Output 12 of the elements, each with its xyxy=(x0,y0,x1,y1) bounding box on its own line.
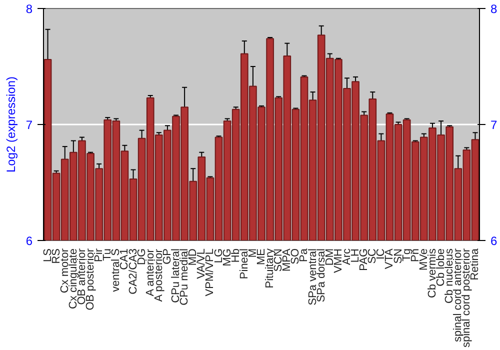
y-tick-label: 6 xyxy=(26,234,33,248)
y2-tick-label: 6 xyxy=(490,234,498,248)
x-tick-label: Tg xyxy=(400,248,413,262)
y-axis-title: Log2 (expression) xyxy=(4,76,18,173)
x-tick-label: A posterior xyxy=(152,248,165,302)
x-tick-label: Retina xyxy=(469,248,482,280)
y2-tick-label: 7 xyxy=(490,118,498,132)
y-tick-label: 7 xyxy=(26,118,33,132)
x-tick-label: OB posterior xyxy=(84,248,97,310)
y-tick-label: 8 xyxy=(26,2,33,16)
y2-tick-label: 8 xyxy=(490,2,498,16)
x-tick-label: RS xyxy=(50,248,62,264)
